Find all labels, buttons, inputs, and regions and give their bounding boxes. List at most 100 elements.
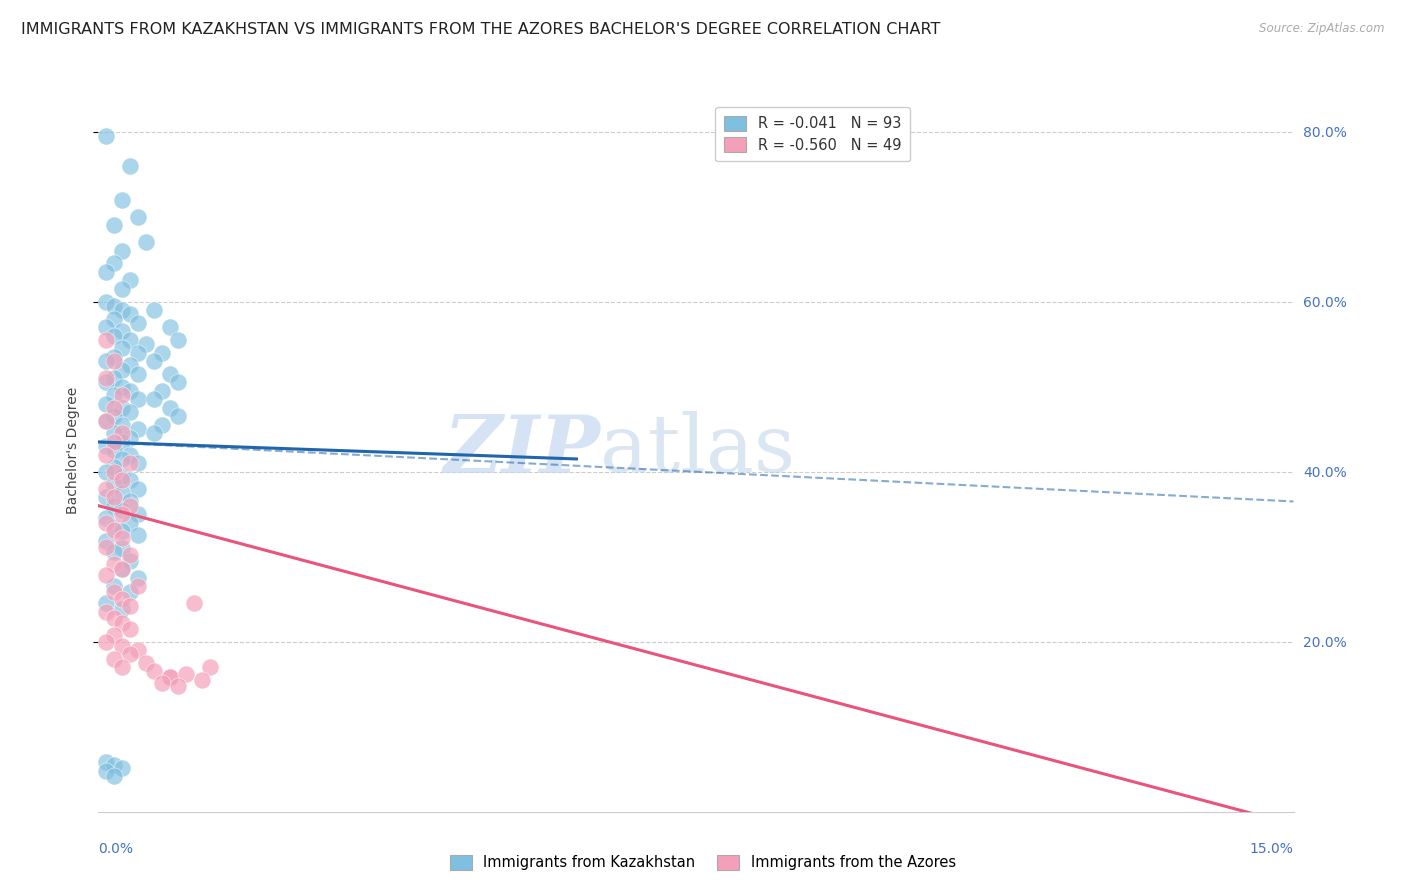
Point <box>103 758 125 772</box>
Point <box>111 426 134 441</box>
Point <box>103 218 125 232</box>
Point <box>96 448 118 462</box>
Point <box>135 656 157 670</box>
Point <box>111 486 134 500</box>
Point <box>127 507 149 521</box>
Point <box>120 494 142 508</box>
Point <box>103 311 125 326</box>
Text: 15.0%: 15.0% <box>1250 842 1294 856</box>
Point <box>103 371 125 385</box>
Point <box>103 523 125 537</box>
Point <box>120 585 142 599</box>
Point <box>127 367 149 381</box>
Point <box>120 516 142 530</box>
Text: ZIP: ZIP <box>443 412 600 489</box>
Point <box>111 639 134 653</box>
Point <box>111 469 134 483</box>
Point <box>167 376 190 390</box>
Point <box>143 303 166 318</box>
Point <box>96 597 118 611</box>
Point <box>159 367 181 381</box>
Point <box>103 499 125 513</box>
Point <box>143 426 166 441</box>
Point <box>103 628 125 642</box>
Point <box>159 320 181 334</box>
Point <box>183 597 205 611</box>
Point <box>96 376 118 390</box>
Point <box>96 482 118 496</box>
Y-axis label: Bachelor's Degree: Bachelor's Degree <box>66 387 80 514</box>
Point <box>96 568 118 582</box>
Point <box>159 670 181 684</box>
Point <box>120 599 142 613</box>
Point <box>96 634 118 648</box>
Point <box>96 511 118 525</box>
Point <box>103 299 125 313</box>
Point <box>96 516 118 530</box>
Point <box>96 371 118 385</box>
Point <box>111 473 134 487</box>
Point <box>111 282 134 296</box>
Point <box>143 392 166 407</box>
Point <box>96 128 118 143</box>
Point <box>111 760 134 774</box>
Point <box>103 354 125 368</box>
Point <box>111 541 134 556</box>
Point <box>127 482 149 496</box>
Point <box>96 354 118 368</box>
Point <box>120 359 142 373</box>
Point <box>96 534 118 549</box>
Point <box>111 417 134 432</box>
Point <box>120 456 142 470</box>
Point <box>120 548 142 562</box>
Point <box>103 585 125 599</box>
Point <box>96 756 118 770</box>
Point <box>111 325 134 339</box>
Point <box>111 342 134 356</box>
Point <box>150 384 173 398</box>
Point <box>167 409 190 424</box>
Point <box>150 417 173 432</box>
Point <box>120 333 142 347</box>
Point <box>120 554 142 568</box>
Point <box>111 452 134 467</box>
Point <box>111 531 134 545</box>
Text: Source: ZipAtlas.com: Source: ZipAtlas.com <box>1260 22 1385 36</box>
Point <box>111 434 134 449</box>
Point <box>135 235 157 250</box>
Point <box>96 320 118 334</box>
Point <box>103 443 125 458</box>
Point <box>120 448 142 462</box>
Point <box>103 477 125 491</box>
Point <box>103 401 125 415</box>
Point <box>96 465 118 479</box>
Point <box>111 362 134 376</box>
Point <box>159 670 181 684</box>
Point <box>103 520 125 534</box>
Point <box>103 545 125 559</box>
Point <box>103 490 125 504</box>
Text: atlas: atlas <box>600 411 796 490</box>
Point <box>120 159 142 173</box>
Point <box>143 354 166 368</box>
Point <box>96 605 118 619</box>
Point <box>103 557 125 571</box>
Point <box>120 473 142 487</box>
Point <box>96 414 118 428</box>
Text: 0.0%: 0.0% <box>98 842 134 856</box>
Point <box>103 426 125 441</box>
Point <box>135 337 157 351</box>
Point <box>127 210 149 224</box>
Point <box>111 503 134 517</box>
Point <box>96 294 118 309</box>
Point <box>96 265 118 279</box>
Point <box>150 345 173 359</box>
Point <box>111 660 134 674</box>
Point <box>111 388 134 402</box>
Point <box>103 611 125 625</box>
Point <box>96 490 118 504</box>
Point <box>167 679 190 693</box>
Point <box>111 401 134 415</box>
Point <box>111 380 134 394</box>
Point <box>120 384 142 398</box>
